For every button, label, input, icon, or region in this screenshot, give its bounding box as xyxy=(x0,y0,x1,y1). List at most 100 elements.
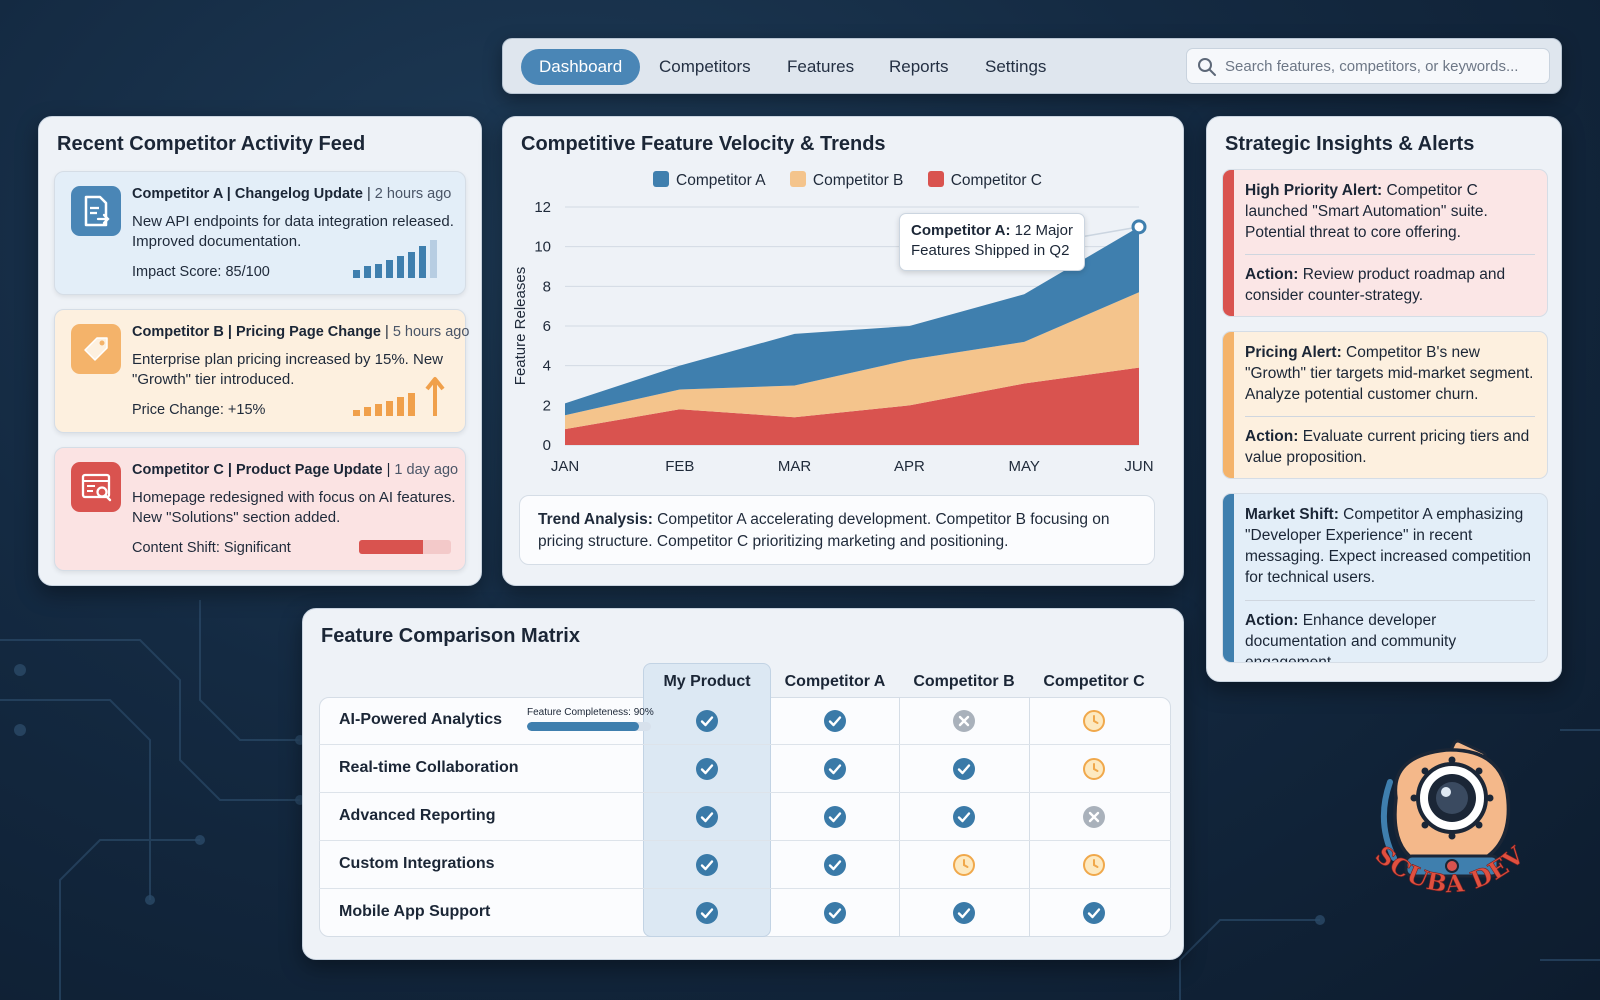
matrix-title: Feature Comparison Matrix xyxy=(321,625,580,647)
check-icon xyxy=(823,709,847,733)
column-header-competitor-c: Competitor C xyxy=(1043,673,1145,690)
tab-competitors[interactable]: Competitors xyxy=(659,57,751,76)
feature-label: Mobile App Support xyxy=(339,903,491,920)
clock-icon xyxy=(1082,709,1106,733)
content-shift-bar xyxy=(359,540,451,554)
column-header-competitor-a: Competitor A xyxy=(784,673,886,690)
chart-title: Competitive Feature Velocity & Trends xyxy=(521,133,886,155)
x-tick-label: MAY xyxy=(1008,458,1039,475)
activity-feed-panel: Recent Competitor Activity Feed Competit… xyxy=(38,116,482,586)
table-row[interactable]: Mobile App Support xyxy=(319,889,1171,937)
activity-headline: Competitor B | Pricing Page Change | 5 h… xyxy=(132,324,470,340)
check-icon xyxy=(952,805,976,829)
feature-label: AI-Powered Analytics xyxy=(339,711,503,728)
column-header-my-product: My Product xyxy=(663,673,751,690)
tab-reports[interactable]: Reports xyxy=(889,57,949,76)
my-product-column-highlight xyxy=(643,663,771,937)
impact-score: Impact Score: 85/100 xyxy=(132,264,270,280)
cross-icon xyxy=(952,709,976,733)
y-tick-label: 6 xyxy=(543,318,551,335)
x-tick-label: FEB xyxy=(665,458,694,475)
price-increase-icon xyxy=(353,377,445,416)
check-icon xyxy=(823,757,847,781)
insights-panel: Strategic Insights & Alerts High Priorit… xyxy=(1206,116,1562,682)
activity-headline: Competitor A | Changelog Update | 2 hour… xyxy=(132,186,452,202)
tab-features[interactable]: Features xyxy=(787,57,855,76)
activity-card-competitor-c[interactable]: Competitor C | Product Page Update | 1 d… xyxy=(54,447,466,571)
check-icon xyxy=(695,853,719,877)
tab-settings[interactable]: Settings xyxy=(985,57,1047,76)
trend-analysis: Trend Analysis: Competitor A acceleratin… xyxy=(519,495,1155,565)
search-icon xyxy=(1198,58,1216,76)
activity-feed-title: Recent Competitor Activity Feed xyxy=(57,133,366,155)
check-icon xyxy=(823,901,847,925)
activity-description: Enterprise plan pricing increased by 15%… xyxy=(132,351,443,388)
table-row[interactable]: Custom Integrations xyxy=(319,841,1171,889)
x-tick-label: APR xyxy=(894,458,925,475)
feature-label: Custom Integrations xyxy=(339,855,495,872)
activity-description: Homepage redesigned with focus on AI fea… xyxy=(132,489,456,526)
x-tick-label: JUN xyxy=(1124,458,1153,475)
y-tick-label: 8 xyxy=(543,278,551,295)
price-change: Price Change: +15% xyxy=(132,402,266,418)
search-input[interactable] xyxy=(1225,49,1543,83)
clock-icon xyxy=(1082,853,1106,877)
content-shift: Content Shift: Significant xyxy=(132,540,291,556)
legend-item-c: Competitor C xyxy=(927,171,1042,190)
cross-icon xyxy=(1082,805,1106,829)
insights-title: Strategic Insights & Alerts xyxy=(1225,133,1475,155)
webpage-search-icon xyxy=(71,462,121,512)
table-row[interactable]: Real-time Collaboration xyxy=(319,745,1171,793)
table-row[interactable]: Advanced Reporting xyxy=(319,793,1171,841)
feature-velocity-chart: 0 2 4 6 8 10 12 Feature Releases JAN FEB MAR APR MAY… xyxy=(512,199,1154,475)
area-series-competitor-a xyxy=(565,226,1139,416)
activity-description: New API endpoints for data integration r… xyxy=(132,213,454,250)
scuba-dev-logo: SCUBA DEV xyxy=(1370,739,1530,899)
activity-card-competitor-a[interactable]: Competitor A | Changelog Update | 2 hour… xyxy=(54,171,466,295)
area-series-competitor-c xyxy=(565,367,1139,445)
clock-icon xyxy=(952,853,976,877)
activity-card-competitor-b[interactable]: Competitor B | Pricing Page Change | 5 h… xyxy=(54,309,470,433)
y-tick-label: 12 xyxy=(534,199,551,216)
top-navigation-bar: Dashboard Competitors Features Reports S… xyxy=(502,38,1562,94)
price-tag-icon xyxy=(71,324,121,374)
y-tick-label: 4 xyxy=(543,358,551,375)
document-update-icon xyxy=(71,186,121,236)
alert-pricing[interactable]: Pricing Alert: Competitor B's new "Growt… xyxy=(1222,331,1548,479)
y-axis-label: Feature Releases xyxy=(512,267,529,385)
alert-high-priority[interactable]: High Priority Alert: Competitor C launch… xyxy=(1222,169,1548,317)
check-icon xyxy=(1082,901,1106,925)
chart-tooltip: Competitor A: 12 Major Features Shipped … xyxy=(899,213,1085,271)
feature-label: Advanced Reporting xyxy=(339,807,496,824)
alert-text: Market Shift: Competitor A emphasizing "… xyxy=(1245,506,1532,586)
area-series-competitor-b xyxy=(565,292,1139,430)
check-icon xyxy=(695,901,719,925)
x-tick-label: JAN xyxy=(551,458,579,475)
y-tick-label: 2 xyxy=(543,397,551,414)
feature-matrix-panel: Feature Comparison Matrix My Product Com… xyxy=(302,608,1184,960)
tab-dashboard[interactable]: Dashboard xyxy=(521,49,641,85)
check-icon xyxy=(952,901,976,925)
table-row[interactable]: AI-Powered Analytics Feature Completeness… xyxy=(319,697,1171,745)
alert-action: Action: Review product roadmap and consi… xyxy=(1245,266,1506,304)
feature-label: Real-time Collaboration xyxy=(339,759,519,776)
alert-action: Action: Enhance developer documentation … xyxy=(1245,612,1457,663)
y-tick-label: 10 xyxy=(534,239,551,256)
alert-market-shift[interactable]: Market Shift: Competitor A emphasizing "… xyxy=(1222,493,1548,663)
check-icon xyxy=(952,757,976,781)
column-header-competitor-b: Competitor B xyxy=(913,673,1015,690)
legend-item-b: Competitor B xyxy=(789,171,903,190)
chart-panel: Competitive Feature Velocity & Trends Co… xyxy=(502,116,1184,586)
feature-completeness: Feature Completeness: 90% xyxy=(527,707,654,731)
check-icon xyxy=(695,709,719,733)
peak-marker xyxy=(1131,219,1147,235)
x-tick-label: MAR xyxy=(778,458,812,475)
y-tick-label: 0 xyxy=(543,437,551,454)
alert-action: Action: Evaluate current pricing tiers a… xyxy=(1245,428,1530,466)
chart-legend: Competitor A Competitor B Competitor C xyxy=(653,171,1062,190)
clock-icon xyxy=(1082,757,1106,781)
legend-item-a: Competitor A xyxy=(653,171,766,190)
search-box xyxy=(1186,48,1550,84)
check-icon xyxy=(823,853,847,877)
alert-text: High Priority Alert: Competitor C launch… xyxy=(1245,182,1488,241)
